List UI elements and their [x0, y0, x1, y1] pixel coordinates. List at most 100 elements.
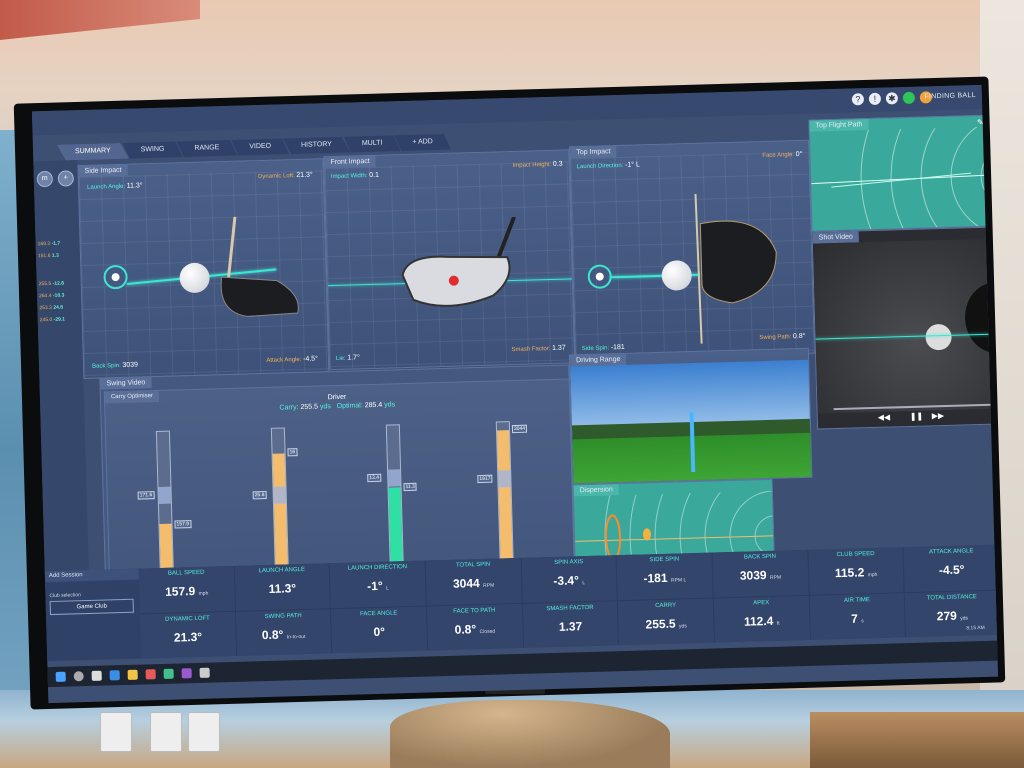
metric-label: SIDE SPIN — [649, 556, 680, 564]
task-view-icon[interactable] — [91, 670, 102, 681]
metric-ball-speed[interactable]: BALL SPEED 157.9 mph — [138, 565, 235, 614]
tab-summary[interactable]: SUMMARY — [57, 143, 129, 161]
metric-dynamic-loft[interactable]: DYNAMIC LOFT 21.3° — [139, 611, 236, 659]
metric-value: -3.4° L — [553, 573, 586, 588]
add-session-button[interactable]: Add Session — [44, 568, 140, 583]
optimiser-bar-optimal-zone — [388, 469, 401, 487]
shot-row[interactable]: 264.4 -10.3 — [39, 292, 65, 300]
metric-value: 0.8° Closed — [454, 621, 496, 637]
metric-value: 115.2 mph — [834, 565, 878, 581]
play-forward-icon[interactable]: ▶▶ — [931, 411, 945, 421]
pause-icon[interactable]: ❚❚ — [909, 411, 924, 421]
metric-swing-path[interactable]: SWING PATH 0.8° In-to-out — [235, 608, 332, 656]
metric-label: DYNAMIC LOFT — [165, 615, 210, 623]
driver-head-front — [401, 216, 516, 307]
monitor-screen: ? ! ✱ FINDING BALL SUMMARY SWING RANGE V… — [31, 84, 999, 704]
tab-video[interactable]: VIDEO — [231, 138, 289, 156]
club-select[interactable]: Game Club — [49, 598, 134, 616]
shot-row[interactable]: 245.0 -29.1 — [39, 316, 66, 324]
optimiser-bar — [155, 430, 174, 571]
app-icon[interactable] — [181, 668, 192, 679]
wall-outlet — [188, 712, 220, 752]
shot-row[interactable]: 255.5 -12.8 — [38, 280, 65, 288]
metric-back-spin[interactable]: BACK SPIN 3039 RPM — [712, 549, 809, 598]
connection-status-icon — [902, 91, 916, 105]
driver-head-side — [220, 216, 299, 317]
shot-row[interactable]: 253.3 24.8 — [39, 304, 64, 312]
desk — [810, 712, 1024, 768]
tab-history[interactable]: HISTORY — [283, 137, 350, 155]
tab-add[interactable]: + ADD — [394, 134, 451, 152]
metric-label: BALL SPEED — [167, 569, 205, 577]
player-avatar[interactable]: m — [36, 170, 54, 188]
panel-title: Front Impact — [324, 155, 376, 169]
metric-label: TOTAL SPIN — [455, 561, 491, 569]
optimiser-optimal-value: 25.8 — [252, 491, 267, 500]
metric-label: BACK SPIN — [743, 553, 777, 561]
metric-carry[interactable]: CARRY 255.5 yds — [618, 598, 715, 646]
metric-label: SPIN AXIS — [554, 559, 584, 566]
metric-side-spin[interactable]: SIDE SPIN -181 RPM L — [616, 552, 713, 600]
metric-value: -1° L — [366, 578, 389, 594]
mural-cliff — [390, 700, 670, 768]
file-explorer-icon[interactable] — [127, 669, 138, 680]
optimiser-bar — [270, 427, 289, 568]
metric-spin-axis[interactable]: SPIN AXIS -3.4° L — [521, 555, 618, 603]
add-player-icon[interactable]: + — [57, 170, 75, 187]
top-flight-path-panel[interactable]: Top Flight Path ✎ — [808, 114, 999, 232]
metric-launch-angle[interactable]: LAUNCH ANGLE 11.3° — [234, 563, 331, 611]
panel-title: Side Impact — [78, 164, 128, 178]
metric-air-time[interactable]: AIR TIME 7 s — [809, 593, 905, 640]
app-icon[interactable] — [199, 667, 210, 678]
search-icon[interactable] — [73, 671, 84, 682]
metric-club-speed[interactable]: CLUB SPEED 115.2 mph — [808, 547, 905, 595]
metric-value: 0° — [373, 624, 386, 639]
back-spin-readout: Back Spin: 3039 — [91, 361, 139, 370]
metric-value: 3044 RPM — [452, 576, 495, 591]
shot-row[interactable]: 151.6 1.3 — [37, 252, 59, 260]
tab-multi[interactable]: MULTI — [344, 135, 401, 153]
tab-range[interactable]: RANGE — [176, 140, 237, 158]
carry-optimiser-panel[interactable]: Carry Optimiser Driver Carry: 255.5 yds … — [103, 378, 575, 584]
metric-total-spin[interactable]: TOTAL SPIN 3044 RPM — [425, 557, 522, 606]
metric-smash-factor[interactable]: SMASH FACTOR 1.37 — [522, 600, 619, 648]
side-impact-panel[interactable]: Side Impact Launch Angle: 11.3° Dynamic … — [77, 158, 330, 380]
metric-apex[interactable]: APEX 112.4 ft — [713, 595, 810, 643]
metric-value: 157.9 mph — [164, 584, 209, 599]
metric-value: 255.5 yds — [645, 616, 687, 631]
metric-value: 1.37 — [558, 618, 583, 634]
side-spin-readout: Side Spin: -181 — [581, 343, 625, 353]
shot-video-panel[interactable]: Shot Video ◀◀ ❚❚ ▶▶ — [811, 226, 999, 430]
metric-face-angle[interactable]: FACE ANGLE 0° — [331, 606, 428, 654]
metric-face-to-path[interactable]: FACE TO PATH 0.8° Closed — [426, 603, 523, 651]
optimiser-bar — [495, 421, 514, 562]
driver-head-top — [694, 193, 777, 344]
edge-icon[interactable] — [109, 670, 120, 681]
metric-attack-angle[interactable]: ATTACK ANGLE -4.5° — [903, 544, 999, 592]
windows-start-icon[interactable] — [55, 671, 66, 682]
warning-icon[interactable]: ! — [868, 92, 882, 106]
metric-label: LAUNCH DIRECTION — [347, 564, 408, 572]
gear-icon[interactable]: ✱ — [885, 92, 899, 105]
optimiser-bar-fill — [497, 430, 513, 561]
optimiser-actual-value: 3044 — [511, 425, 528, 434]
play-back-icon[interactable]: ◀◀ — [877, 412, 891, 422]
optimiser-bar — [385, 424, 404, 565]
help-icon[interactable]: ? — [851, 93, 865, 106]
optimiser-actual-value: 157.9 — [174, 519, 192, 529]
panel-title: Swing Video — [100, 377, 152, 390]
optimiser-bar-fill — [159, 524, 173, 570]
optimiser-optimal-value: 13.4 — [367, 473, 382, 483]
top-impact-panel[interactable]: Top Impact Launch Direction: -1° L Face … — [569, 139, 815, 361]
optimiser-bar-fill — [272, 453, 288, 567]
metric-label: SMASH FACTOR — [546, 604, 594, 612]
front-impact-panel[interactable]: Front Impact Impact Width: 0.1 Impact He… — [323, 149, 576, 371]
app-icon[interactable] — [145, 669, 156, 680]
driving-range-panel[interactable]: Driving Range — [568, 347, 813, 485]
app-icon[interactable] — [163, 668, 174, 679]
optimiser-bar-optimal-zone — [498, 470, 511, 488]
metric-label: CARRY — [655, 602, 677, 609]
tab-swing[interactable]: SWING — [122, 141, 182, 159]
shot-row[interactable]: 169.3 -1.7 — [37, 240, 61, 248]
metric-launch-direction[interactable]: LAUNCH DIRECTION -1° L — [329, 560, 426, 608]
